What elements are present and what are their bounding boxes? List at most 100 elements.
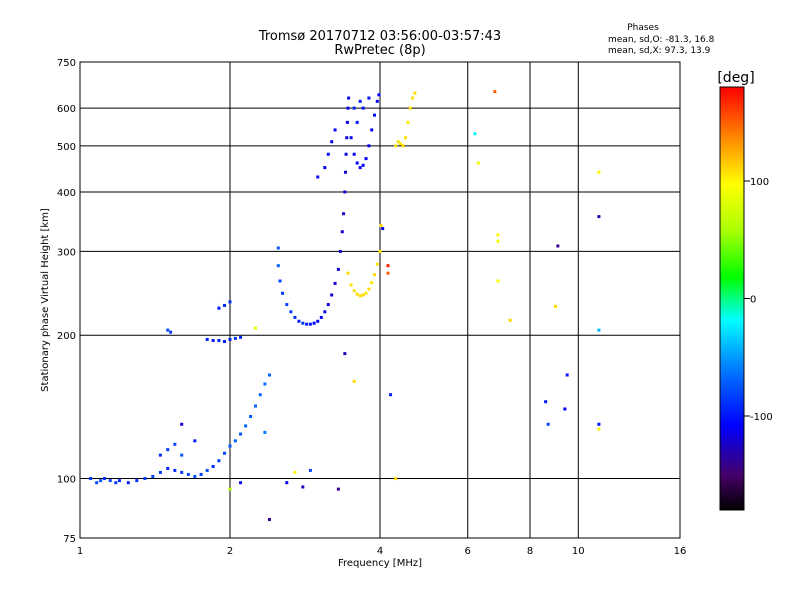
echo-point (223, 340, 227, 344)
echo-point (276, 246, 280, 250)
echo-point (239, 432, 243, 436)
echo-point (228, 444, 232, 448)
echo-point (180, 453, 184, 457)
echo-point (349, 283, 353, 287)
echo-point (381, 227, 385, 231)
echo-point (135, 479, 139, 483)
colorbar-tick-label: 100 (750, 177, 769, 188)
echo-point (346, 106, 350, 110)
echo-point (370, 128, 374, 132)
echo-point (345, 136, 349, 140)
x-tick-label: 1 (77, 546, 83, 557)
x-tick-label: 16 (674, 546, 687, 557)
echo-point (173, 468, 177, 472)
echo-point (99, 479, 103, 483)
echo-point (378, 249, 382, 253)
echo-point (346, 271, 350, 275)
echo-point (546, 422, 550, 426)
echo-point (379, 224, 383, 228)
stats-x-mode: mean, sd,X: 97.3, 13.9 (608, 46, 711, 56)
stats-heading: Phases (627, 23, 659, 33)
echo-point (342, 212, 346, 216)
echo-point (301, 321, 305, 325)
echo-point (289, 310, 293, 314)
echo-point (338, 249, 342, 253)
echo-point (355, 161, 359, 165)
echo-point (399, 142, 403, 146)
echo-point (293, 470, 297, 474)
echo-point (563, 407, 567, 411)
echo-point (473, 132, 477, 136)
echo-point (158, 453, 162, 457)
chart-title: Tromsø 20170712 03:56:00-03:57:43 (258, 29, 501, 44)
echo-point (211, 464, 215, 468)
echo-point (108, 479, 112, 483)
echo-point (336, 267, 340, 271)
echo-point (114, 481, 118, 485)
colorbar-ticks: 100 0 -100 (744, 177, 773, 423)
echo-point (401, 144, 405, 148)
echo-point (193, 439, 197, 443)
echo-point (556, 244, 560, 248)
echo-point (180, 470, 184, 474)
colorbar-tick-label: 0 (750, 295, 756, 306)
echo-point (336, 487, 340, 491)
echo-point (358, 294, 362, 298)
echo-point (386, 271, 390, 275)
echo-point (352, 289, 356, 293)
echo-point (305, 322, 309, 326)
echo-point (343, 170, 347, 174)
echo-point (258, 393, 262, 397)
y-axis-label: Stationary phase Virtual Height [km] (40, 208, 51, 392)
echo-point (343, 352, 347, 356)
y-tick-label: 300 (57, 247, 76, 258)
echo-point (373, 113, 377, 117)
echo-point (244, 424, 248, 428)
echo-point (375, 262, 379, 266)
echo-point (166, 448, 170, 452)
echo-point (316, 319, 320, 323)
echo-point (496, 239, 500, 243)
echo-point (349, 136, 353, 140)
colorbar-label: [deg] (717, 70, 754, 86)
y-tick-label: 750 (57, 58, 76, 69)
echo-point (361, 293, 365, 297)
echo-point (408, 106, 412, 110)
echo-point (223, 451, 227, 455)
y-tick-label: 100 (57, 475, 76, 486)
echo-point (293, 315, 297, 319)
echo-point (394, 477, 398, 481)
echo-point (217, 338, 221, 342)
echo-point (544, 400, 548, 404)
echo-point (158, 470, 162, 474)
echo-point (233, 336, 237, 340)
colorbar-tick-label: -100 (750, 412, 773, 423)
echo-point (367, 144, 371, 148)
echo-point (333, 281, 337, 285)
echo-point (373, 273, 377, 277)
echo-point (276, 264, 280, 268)
echo-point (403, 136, 407, 140)
echo-point (411, 96, 415, 100)
colorbar (719, 86, 745, 511)
echo-point (89, 477, 93, 481)
echo-point (394, 144, 398, 148)
echo-point (228, 300, 232, 304)
echo-point (223, 303, 227, 307)
echo-point (249, 414, 253, 418)
echo-point (361, 163, 365, 167)
echo-point (493, 90, 497, 94)
echo-point (352, 106, 356, 110)
echo-point (413, 91, 417, 95)
echo-point (340, 230, 344, 234)
echo-point (323, 166, 327, 170)
axis-ticks: 1 2 4 6 8 10 16 75 100 200 300 400 500 600 750 (57, 58, 686, 557)
y-tick-label: 500 (57, 142, 76, 153)
echo-point (267, 373, 271, 377)
echo-point (476, 161, 480, 165)
echo-point (308, 322, 312, 326)
echo-point (166, 466, 170, 470)
stats-o-mode: mean, sd,O: -81.3, 16.8 (608, 35, 715, 45)
echo-point (312, 321, 316, 325)
echo-point (597, 328, 601, 332)
